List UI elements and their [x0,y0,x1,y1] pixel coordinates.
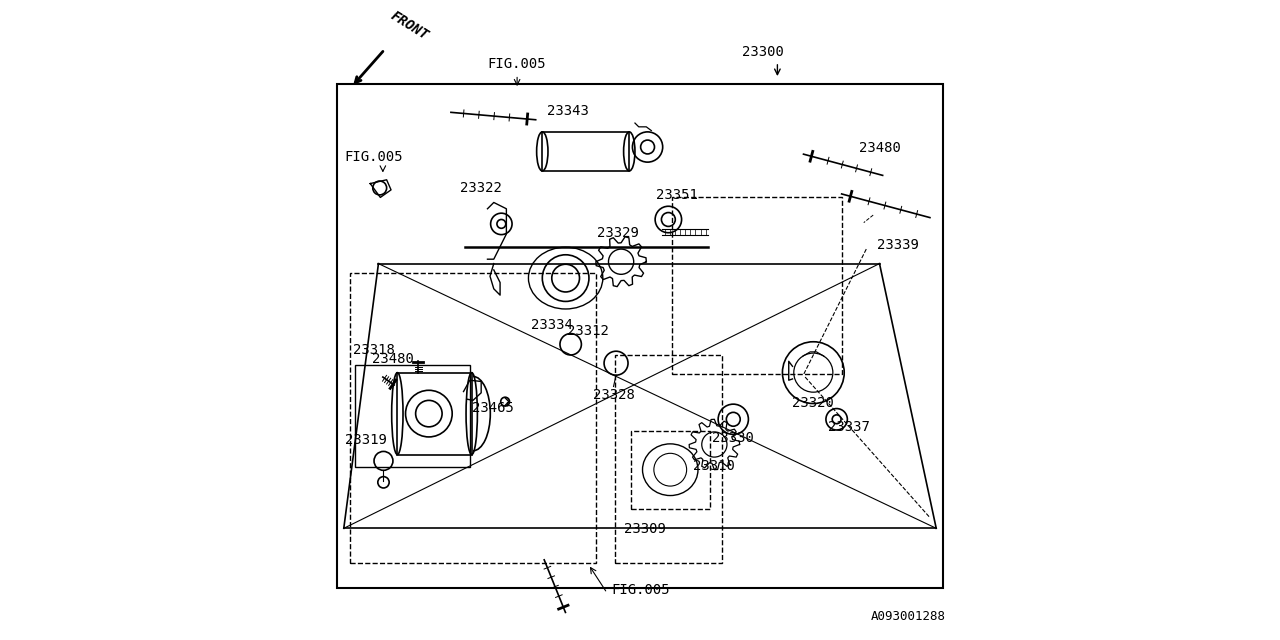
Text: 23312: 23312 [567,324,609,338]
Text: 23322: 23322 [461,181,502,195]
Bar [338,84,942,588]
Bar [355,365,470,467]
Text: 23480: 23480 [859,141,900,155]
Text: 23465: 23465 [472,401,515,415]
Text: 23309: 23309 [625,522,666,536]
Text: FIG.005: FIG.005 [344,150,403,164]
Bar [543,132,630,171]
Bar [397,372,472,454]
Text: 23337: 23337 [828,420,870,434]
Text: A093001288: A093001288 [870,610,946,623]
Text: 23310: 23310 [694,460,735,474]
Text: 23320: 23320 [792,396,835,410]
Text: 23339: 23339 [878,238,919,252]
Text: 23343: 23343 [547,104,589,118]
Text: 23480: 23480 [372,351,413,365]
Text: 23328: 23328 [593,388,635,402]
Bar [631,431,710,509]
Bar [614,355,722,563]
Text: 23329: 23329 [596,225,639,239]
Text: FIG.005: FIG.005 [488,57,547,71]
Text: 23319: 23319 [344,433,387,447]
Bar [672,197,842,374]
Text: 23334: 23334 [531,317,572,332]
Bar [349,273,596,563]
Text: FIG.005: FIG.005 [612,584,671,598]
Text: 23330: 23330 [713,431,754,445]
Text: 23351: 23351 [655,188,698,202]
Text: 23300: 23300 [742,45,783,59]
Text: 23318: 23318 [353,343,396,356]
Text: FRONT: FRONT [388,9,431,43]
